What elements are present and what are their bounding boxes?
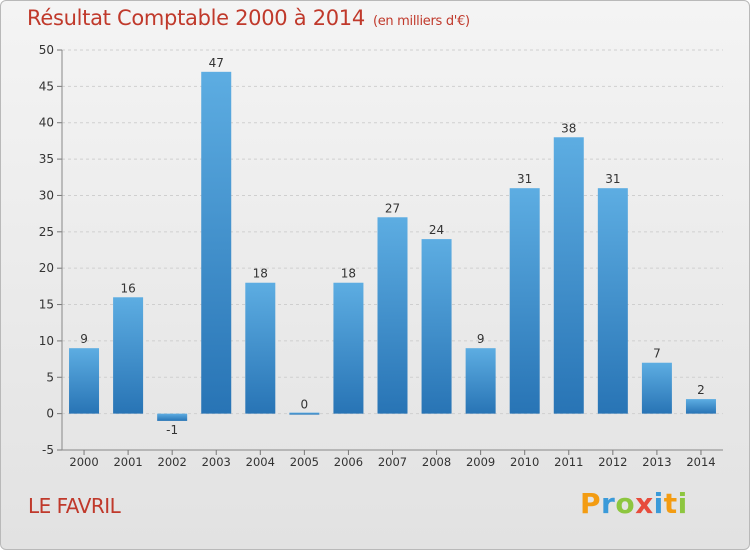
chart-title-text: Résultat Comptable 2000 à 2014 [27,6,365,30]
logo-letter: r [601,487,616,520]
x-tick-label: 2010 [510,455,539,469]
x-tick-label: 2014 [686,455,715,469]
x-tick-label: 2013 [642,455,671,469]
bar-value-label: 9 [477,332,485,346]
logo-letter: P [580,487,602,520]
bar [465,348,496,414]
bar [509,188,540,414]
x-tick-label: 2003 [202,455,231,469]
x-tick-label: 2002 [158,455,187,469]
location-label: LE FAVRIL [28,494,121,518]
y-tick-label: 15 [39,298,54,312]
bar [641,362,672,414]
bar-value-label: 7 [653,347,661,361]
x-tick-label: 2009 [466,455,495,469]
x-tick-label: 2001 [113,455,142,469]
logo-letter: i [653,487,664,520]
x-tick-label: 2011 [554,455,583,469]
x-tick-label: 2006 [334,455,363,469]
y-tick-label: 45 [39,79,54,93]
x-tick-label: 2007 [378,455,407,469]
y-tick-label: 10 [39,334,54,348]
y-tick-label: 50 [39,43,54,57]
bar [553,137,584,414]
bar-value-label: 47 [209,56,224,70]
y-tick-label: 30 [39,188,54,202]
bar-value-label: 18 [341,267,356,281]
bar-value-label: 27 [385,201,400,215]
bar [201,71,232,414]
bar [333,282,364,414]
y-tick-label: 0 [46,407,54,421]
bar [685,399,716,414]
bar [157,413,188,421]
bar-value-label: 18 [253,267,268,281]
logo-letter: o [615,487,636,520]
x-tick-label: 2004 [246,455,275,469]
bar [421,239,452,414]
bar [245,282,276,414]
bar [289,412,320,415]
logo-letter: x [635,487,654,520]
chart-subtitle: (en milliers d'€) [372,14,470,29]
bar-value-label: 9 [80,332,88,346]
bar-value-label: 24 [429,223,444,237]
bar [113,297,144,414]
bar-value-label: 16 [120,281,135,295]
bar-value-label: 31 [605,172,620,186]
x-tick-label: 2005 [290,455,319,469]
y-tick-label: 35 [39,152,54,166]
bar-value-label: 38 [561,121,576,135]
y-tick-label: 20 [39,261,54,275]
logo-letter: i [677,487,688,520]
bar [69,348,100,414]
bar-value-label: 2 [697,383,705,397]
y-tick-label: 40 [39,116,54,130]
bar [377,217,408,414]
x-tick-label: 2008 [422,455,451,469]
x-tick-label: 2012 [598,455,627,469]
bar [597,188,628,414]
bar-value-label: 0 [301,398,309,412]
chart-title: Résultat Comptable 2000 à 2014 (en millie… [27,6,470,30]
x-tick-label: 2000 [69,455,98,469]
y-tick-label: 25 [39,225,54,239]
proxiti-logo[interactable]: Proxiti [580,487,688,520]
y-tick-label: -5 [42,443,54,457]
bar-value-label: 31 [517,172,532,186]
y-tick-label: 5 [46,370,54,384]
bar-value-label: -1 [166,423,178,437]
logo-letter: t [663,487,678,520]
